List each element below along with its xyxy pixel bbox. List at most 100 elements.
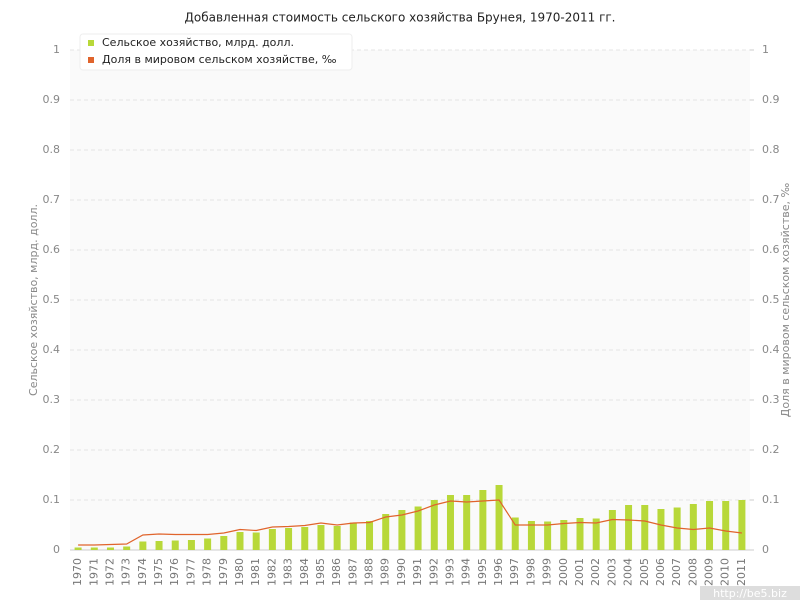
x-tick-label: 1987 [346, 558, 359, 586]
bar [657, 509, 665, 550]
y-axis-label: Сельское хозяйство, млрд. долл. [27, 204, 40, 396]
bar [171, 540, 179, 550]
y-tick-label: 1 [53, 43, 60, 56]
x-tick-label: 1981 [249, 558, 262, 586]
x-tick-label: 2003 [605, 558, 618, 586]
legend-label: Доля в мировом сельском хозяйстве, ‰ [102, 53, 337, 66]
x-tick-label: 1994 [460, 558, 473, 586]
bar [236, 532, 244, 550]
bar [625, 505, 633, 550]
legend-label: Сельское хозяйство, млрд. долл. [102, 36, 294, 49]
x-tick-label: 1997 [508, 558, 521, 586]
bar [592, 518, 600, 550]
bar [382, 514, 390, 550]
bar [139, 541, 147, 550]
watermark-bg [700, 586, 800, 600]
y2-tick-label: 0.4 [762, 343, 780, 356]
bar [123, 546, 131, 550]
x-tick-label: 1975 [152, 558, 165, 586]
bar [673, 507, 681, 550]
y-tick-label: 0.3 [43, 393, 61, 406]
y-tick-label: 0.2 [43, 443, 61, 456]
bar [738, 500, 746, 550]
y2-tick-label: 0.1 [762, 493, 780, 506]
bar [608, 510, 616, 550]
watermark[interactable]: http://be5.biz [713, 587, 787, 600]
x-tick-label: 1986 [330, 558, 343, 586]
x-tick-label: 1972 [103, 558, 116, 586]
x-tick-label: 1970 [71, 558, 84, 586]
bar [106, 547, 114, 550]
x-tick-label: 1985 [314, 558, 327, 586]
bar [220, 536, 228, 550]
x-tick-label: 1984 [298, 558, 311, 586]
x-tick-label: 1998 [524, 558, 537, 586]
chart-title: Добавленная стоимость сельского хозяйств… [185, 11, 616, 25]
bar [446, 495, 454, 550]
y-tick-label: 0.9 [43, 93, 61, 106]
x-tick-label: 1976 [168, 558, 181, 586]
x-tick-label: 2000 [557, 558, 570, 586]
x-tick-label: 1991 [411, 558, 424, 586]
x-tick-label: 2009 [703, 558, 716, 586]
line [78, 499, 742, 546]
bar [641, 505, 649, 550]
bar [90, 547, 98, 550]
x-tick-label: 1988 [363, 558, 376, 586]
x-tick-label: 1974 [136, 558, 149, 586]
bar [430, 500, 438, 550]
x-tick-label: 2004 [622, 558, 635, 586]
x-tick-label: 2011 [735, 558, 748, 586]
bar [204, 538, 212, 550]
x-tick-label: 2001 [573, 558, 586, 586]
legend: Сельское хозяйство, млрд. долл. Доля в ми… [79, 33, 353, 71]
bar [268, 529, 276, 550]
bar [527, 521, 535, 550]
bar [479, 490, 487, 550]
y-tick-label: 0.6 [43, 243, 61, 256]
bar [285, 528, 293, 550]
bar [722, 501, 730, 550]
x-tick-label: 2007 [670, 558, 683, 586]
x-tick-label: 1993 [443, 558, 456, 586]
bar [155, 541, 163, 550]
bar [576, 518, 584, 550]
bar [689, 504, 697, 550]
x-tick-label: 2006 [654, 558, 667, 586]
y2-tick-label: 0.8 [762, 143, 780, 156]
y2-tick-label: 0.9 [762, 93, 780, 106]
bar [187, 540, 195, 550]
bar [301, 527, 309, 550]
y2-tick-label: 0.7 [762, 193, 780, 206]
bar [544, 521, 552, 550]
legend-swatch [88, 57, 94, 63]
x-tick-label: 1980 [233, 558, 246, 586]
y2-tick-label: 0.2 [762, 443, 780, 456]
bar [706, 501, 714, 550]
x-tick-label: 1995 [476, 558, 489, 586]
y2-tick-label: 0.5 [762, 293, 780, 306]
y2-tick-label: 0.3 [762, 393, 780, 406]
x-tick-label: 1971 [87, 558, 100, 586]
y-tick-label: 0.4 [43, 343, 61, 356]
x-tick-label: 2005 [638, 558, 651, 586]
bar [74, 547, 82, 550]
y-tick-label: 0.1 [43, 493, 61, 506]
x-tick-label: 1977 [184, 558, 197, 586]
x-tick-label: 1973 [120, 558, 133, 586]
y-tick-label: 0 [53, 543, 60, 556]
y-tick-label: 0.5 [43, 293, 61, 306]
y2-axis-label: Доля в мировом сельском хозяйстве, ‰ [779, 183, 792, 418]
bar [414, 506, 422, 550]
x-tick-label: 1979 [217, 558, 230, 586]
x-tick-label: 1999 [541, 558, 554, 586]
x-tick-label: 1992 [427, 558, 440, 586]
bar [560, 520, 568, 550]
bar [317, 525, 325, 550]
bar [349, 522, 357, 550]
y-tick-label: 0.7 [43, 193, 61, 206]
y2-tick-label: 0 [762, 543, 769, 556]
x-tick-label: 1996 [492, 558, 505, 586]
bar [333, 526, 341, 550]
x-tick-label: 2002 [589, 558, 602, 586]
